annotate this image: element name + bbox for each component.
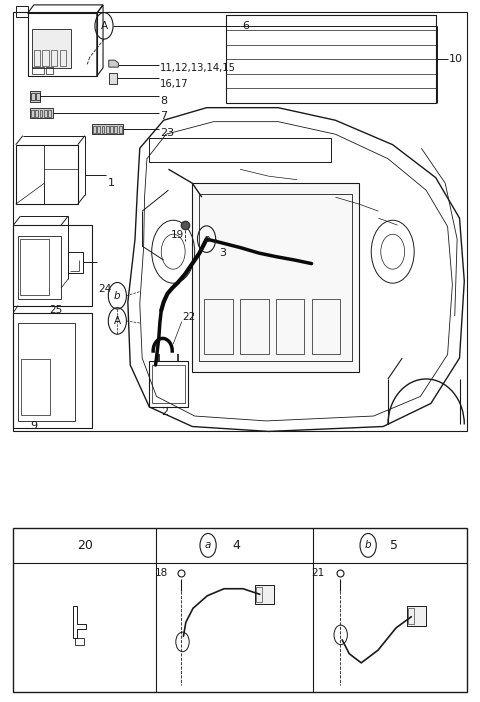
- Text: 25: 25: [49, 305, 62, 315]
- Bar: [46, 67, 53, 74]
- Bar: [39, 110, 42, 117]
- Bar: [51, 51, 57, 66]
- Text: 22: 22: [182, 312, 195, 322]
- Bar: [16, 145, 78, 204]
- Bar: [93, 126, 96, 133]
- Text: 10: 10: [448, 55, 463, 65]
- Bar: [119, 126, 121, 133]
- Bar: [68, 252, 83, 272]
- Bar: [149, 138, 331, 162]
- Bar: [22, 359, 50, 416]
- Text: 18: 18: [155, 569, 168, 578]
- Text: b: b: [114, 291, 120, 300]
- Polygon shape: [109, 60, 118, 67]
- Bar: [192, 183, 360, 372]
- Text: 20: 20: [77, 539, 93, 552]
- Bar: [149, 362, 188, 407]
- Bar: [13, 528, 467, 692]
- Bar: [255, 585, 274, 604]
- Text: 19: 19: [171, 230, 184, 240]
- Bar: [42, 51, 48, 66]
- Text: 21: 21: [311, 569, 324, 578]
- Bar: [44, 110, 47, 117]
- Bar: [28, 13, 97, 77]
- Bar: [204, 298, 233, 355]
- Text: 7: 7: [160, 111, 167, 121]
- Text: 23: 23: [160, 128, 174, 138]
- Bar: [92, 124, 123, 134]
- Bar: [18, 236, 61, 298]
- Text: A: A: [100, 21, 108, 31]
- Bar: [13, 225, 92, 305]
- Text: 6: 6: [242, 21, 250, 31]
- Bar: [199, 194, 352, 362]
- Bar: [109, 73, 117, 84]
- Bar: [256, 587, 262, 602]
- Text: 24: 24: [98, 284, 111, 294]
- Bar: [312, 298, 340, 355]
- Text: 11,12,13,14,15: 11,12,13,14,15: [160, 62, 236, 73]
- Bar: [226, 15, 436, 102]
- Bar: [33, 29, 71, 68]
- Bar: [21, 239, 49, 295]
- Bar: [102, 126, 105, 133]
- Bar: [407, 607, 426, 625]
- Bar: [30, 107, 53, 118]
- Bar: [34, 51, 40, 66]
- Bar: [31, 110, 34, 117]
- Bar: [276, 298, 304, 355]
- Bar: [97, 126, 100, 133]
- Text: 8: 8: [160, 95, 167, 106]
- Text: 2: 2: [161, 407, 168, 417]
- Bar: [60, 51, 66, 66]
- Bar: [18, 323, 75, 421]
- Text: 16,17: 16,17: [160, 79, 189, 89]
- Text: 9: 9: [30, 420, 37, 431]
- Bar: [16, 6, 28, 17]
- Bar: [48, 110, 51, 117]
- Bar: [33, 67, 44, 74]
- Bar: [110, 126, 113, 133]
- Bar: [36, 93, 39, 100]
- Bar: [240, 298, 269, 355]
- Bar: [35, 110, 38, 117]
- Bar: [408, 609, 414, 623]
- Text: 4: 4: [233, 539, 240, 552]
- Text: 1: 1: [108, 178, 114, 188]
- Bar: [152, 365, 185, 404]
- Text: 5: 5: [390, 539, 398, 552]
- Bar: [13, 312, 92, 428]
- Bar: [75, 637, 84, 644]
- Text: a: a: [204, 234, 210, 244]
- Bar: [106, 126, 109, 133]
- Text: b: b: [365, 541, 372, 550]
- Bar: [32, 93, 35, 100]
- Text: a: a: [205, 541, 211, 550]
- Text: 3: 3: [219, 248, 227, 258]
- Bar: [115, 126, 117, 133]
- Text: A: A: [114, 316, 121, 326]
- Bar: [13, 12, 467, 432]
- Bar: [30, 91, 39, 102]
